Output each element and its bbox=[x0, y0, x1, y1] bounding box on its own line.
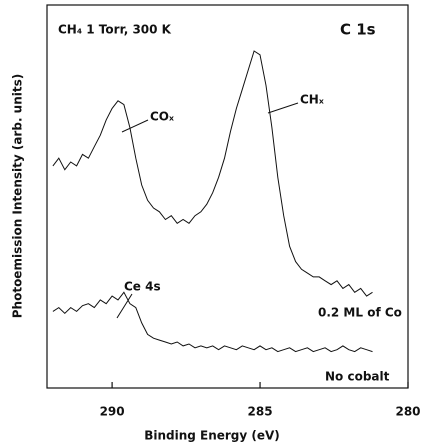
x-tick-label: 280 bbox=[395, 405, 420, 419]
x-axis-label: Binding Energy (eV) bbox=[144, 429, 280, 443]
leader-line bbox=[116, 293, 133, 319]
spectrum-line bbox=[52, 291, 373, 353]
x-tick-label: 285 bbox=[248, 405, 273, 419]
leader-line bbox=[121, 119, 149, 133]
series-label: 0.2 ML of Co bbox=[318, 306, 402, 320]
annotation: CHₓ bbox=[300, 93, 324, 107]
annotation: Ce 4s bbox=[124, 280, 161, 294]
y-axis-label: Photoemission Intensity (arb. units) bbox=[11, 74, 25, 319]
annotation: CH₄ 1 Torr, 300 K bbox=[58, 23, 172, 37]
leader-line bbox=[267, 102, 299, 114]
plot-frame bbox=[46, 4, 409, 389]
annotation: C 1s bbox=[340, 21, 376, 39]
x-tick-label: 290 bbox=[100, 405, 125, 419]
annotation: COₓ bbox=[150, 110, 174, 124]
series-label: No cobalt bbox=[325, 370, 390, 384]
spectrum-line bbox=[52, 50, 373, 297]
